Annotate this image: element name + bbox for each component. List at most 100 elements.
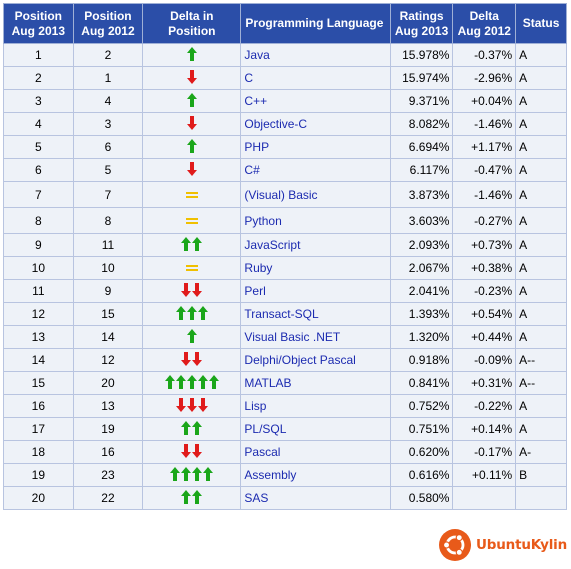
delta-position-cell (142, 348, 242, 372)
position-2013-cell: 16 (3, 394, 74, 418)
header-delta-position[interactable]: Delta in Position (142, 3, 242, 44)
delta-2012-cell: -0.22% (452, 394, 517, 418)
language-link[interactable]: Pascal (244, 445, 281, 459)
language-link[interactable]: Perl (244, 284, 266, 298)
down-arrow-icon (197, 397, 208, 412)
language-link[interactable]: C (244, 71, 254, 85)
language-cell: Assembly (240, 463, 391, 487)
language-link[interactable]: PL/SQL (244, 422, 287, 436)
status-cell: A (515, 158, 567, 182)
position-2013-cell: 2 (3, 66, 74, 90)
language-link[interactable]: SAS (244, 491, 269, 505)
position-2013-cell: 14 (3, 348, 74, 372)
header-status[interactable]: Status (515, 3, 567, 44)
position-2013-cell: 9 (3, 233, 74, 257)
delta-2012-cell: -0.37% (452, 43, 517, 67)
up-arrow-icon (203, 466, 214, 481)
delta-2012-cell: -0.23% (452, 279, 517, 303)
delta-position-cell (142, 181, 242, 208)
delta-2012-cell: +0.04% (452, 89, 517, 113)
language-link[interactable]: Delphi/Object Pascal (244, 353, 356, 367)
rating-cell: 2.093% (389, 233, 454, 257)
language-link[interactable]: Java (244, 48, 270, 62)
position-2013-cell: 20 (3, 486, 74, 510)
up-arrow-icon (192, 489, 203, 504)
position-2012-cell: 15 (72, 302, 144, 326)
up-arrow-icon (175, 374, 186, 389)
rating-cell: 3.873% (389, 181, 454, 208)
language-link[interactable]: Visual Basic .NET (244, 330, 341, 344)
up-arrow-icon (208, 374, 219, 389)
delta-arrows (186, 92, 197, 107)
delta-2012-cell: +0.54% (452, 302, 517, 326)
table-row: 17 19 PL/SQL 0.751% +0.14% A (3, 417, 567, 441)
language-link[interactable]: Transact-SQL (244, 307, 319, 321)
language-link[interactable]: Objective-C (244, 117, 308, 131)
header-position-2012[interactable]: Position Aug 2012 (72, 3, 144, 44)
language-link[interactable]: Assembly (244, 468, 297, 482)
language-cell: SAS (240, 486, 391, 510)
delta-2012-cell: +1.17% (452, 135, 517, 159)
language-link[interactable]: Python (244, 213, 282, 228)
delta-2012-cell: +0.31% (452, 371, 517, 395)
delta-position-cell (142, 440, 242, 464)
position-2013-cell: 18 (3, 440, 74, 464)
language-link[interactable]: C# (244, 163, 260, 177)
up-arrow-icon (181, 489, 192, 504)
position-2012-cell: 5 (72, 158, 144, 182)
table-row: 20 22 SAS 0.580% (3, 486, 567, 510)
header-ratings[interactable]: Ratings Aug 2013 (389, 3, 454, 44)
position-2013-cell: 15 (3, 371, 74, 395)
position-2012-cell: 12 (72, 348, 144, 372)
delta-arrows (186, 115, 197, 130)
down-arrow-icon (186, 69, 197, 84)
language-link[interactable]: (Visual) Basic (244, 187, 318, 202)
header-position-2013[interactable]: Position Aug 2013 (3, 3, 74, 44)
header-delta-2012[interactable]: Delta Aug 2012 (452, 3, 517, 44)
up-arrow-icon (186, 138, 197, 153)
up-arrow-icon (181, 236, 192, 251)
language-link[interactable]: PHP (244, 140, 270, 154)
language-cell: Lisp (240, 394, 391, 418)
delta-position-cell (142, 417, 242, 441)
position-2012-cell: 4 (72, 89, 144, 113)
status-cell (515, 486, 567, 510)
delta-2012-cell: +0.38% (452, 256, 517, 280)
language-link[interactable]: MATLAB (244, 376, 292, 390)
delta-arrows (181, 282, 203, 297)
language-link[interactable]: C++ (244, 94, 268, 108)
status-cell: A (515, 256, 567, 280)
up-arrow-icon (186, 374, 197, 389)
delta-position-cell (142, 394, 242, 418)
rating-cell: 2.067% (389, 256, 454, 280)
up-arrow-icon (192, 236, 203, 251)
status-cell: A (515, 181, 567, 208)
delta-position-cell (142, 89, 242, 113)
equal-icon (185, 264, 198, 272)
position-2012-cell: 3 (72, 112, 144, 136)
delta-position-cell (142, 135, 242, 159)
language-link[interactable]: JavaScript (244, 238, 301, 252)
down-arrow-icon (192, 282, 203, 297)
delta-2012-cell: -1.46% (452, 181, 517, 208)
up-arrow-icon (164, 374, 175, 389)
down-arrow-icon (186, 161, 197, 176)
position-2013-cell: 5 (3, 135, 74, 159)
delta-position-cell (142, 158, 242, 182)
language-link[interactable]: Ruby (244, 261, 273, 275)
table-row: 18 16 Pascal 0.620% -0.17% A- (3, 440, 567, 464)
status-cell: A (515, 279, 567, 303)
language-cell: PL/SQL (240, 417, 391, 441)
position-2013-cell: 13 (3, 325, 74, 349)
delta-position-cell (142, 486, 242, 510)
delta-position-cell (142, 279, 242, 303)
table-row: 8 8 Python 3.603% -0.27% A (3, 207, 567, 234)
language-link[interactable]: Lisp (244, 399, 267, 413)
language-cell: Python (240, 207, 391, 234)
up-arrow-icon (175, 305, 186, 320)
header-programming-language[interactable]: Programming Language (240, 3, 391, 44)
position-2012-cell: 23 (72, 463, 144, 487)
status-cell: A (515, 233, 567, 257)
equal-icon (185, 217, 198, 225)
delta-arrows (186, 161, 197, 176)
